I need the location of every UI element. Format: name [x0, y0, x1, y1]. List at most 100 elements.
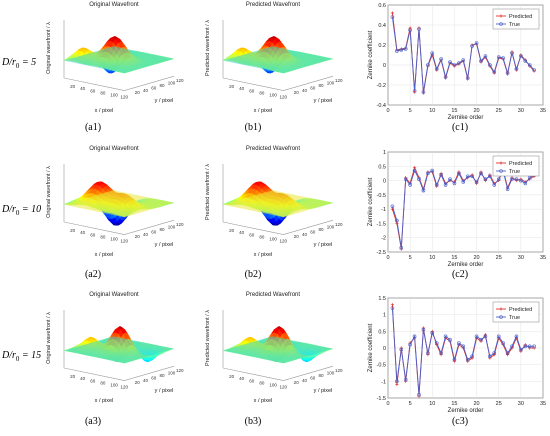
true-point	[439, 351, 443, 355]
legend-marker	[499, 161, 503, 165]
true-point	[403, 377, 408, 382]
x-tick-label: 0	[386, 108, 389, 114]
true-point	[434, 183, 439, 187]
y-axis-label: y / pixel	[155, 98, 174, 104]
x-tick-label: 20	[70, 84, 76, 89]
true-point	[496, 55, 501, 59]
y-tick-label: 60	[151, 375, 157, 380]
true-point	[390, 204, 395, 209]
x-axis-line	[222, 77, 284, 91]
true-point	[479, 59, 483, 63]
true-point	[448, 337, 452, 342]
true-point	[519, 54, 523, 58]
x-tick-label: 40	[80, 376, 86, 381]
y-axis-line	[283, 365, 334, 381]
subfig-label-b3: (b3)	[244, 416, 262, 427]
true-point	[479, 337, 483, 342]
y-tick-label: 60	[151, 229, 157, 234]
y-tick-label: 80	[319, 227, 325, 232]
x-tick-label: 60	[249, 232, 255, 237]
y-tick-label: 0	[383, 63, 386, 69]
reference-plane	[223, 190, 333, 218]
subfig-label-c1: (c1)	[451, 122, 469, 133]
subfig-label-c3: (c3)	[451, 416, 469, 427]
true-point	[452, 357, 457, 362]
true-point	[430, 168, 435, 173]
x-tick-label: 40	[239, 230, 245, 235]
true-point	[408, 342, 412, 347]
true-point	[412, 168, 417, 173]
y-tick-label: 100	[168, 81, 176, 86]
true-point	[457, 171, 461, 176]
true-point	[434, 341, 439, 345]
y-tick-label: -1.5	[377, 396, 386, 402]
true-point	[457, 61, 461, 65]
y-tick-label: -2.5	[377, 250, 386, 256]
true-point	[474, 180, 479, 184]
true-point	[426, 63, 430, 67]
x-axis-label: Zernike order	[448, 262, 484, 268]
y-axis-label: y / pixel	[314, 388, 333, 394]
true-point	[430, 51, 435, 55]
x-tick-label: 120	[121, 95, 129, 100]
true-point	[443, 75, 448, 79]
true-point	[417, 392, 421, 397]
surface-title: Original Wavefront	[89, 292, 139, 298]
x-tick-label: 40	[239, 86, 245, 91]
predicted-point	[390, 303, 395, 307]
true-point	[421, 90, 426, 94]
true-point	[510, 177, 514, 181]
true-point	[399, 347, 404, 352]
true-point	[403, 47, 408, 51]
true-point	[417, 177, 421, 181]
true-point	[395, 218, 399, 223]
x-tick-label: 80	[100, 90, 106, 95]
y-tick-label: 40	[143, 88, 149, 93]
x-tick-label: 5	[409, 401, 412, 407]
true-point	[488, 63, 492, 67]
x-tick-label: 10	[429, 401, 435, 407]
x-tick-label: 25	[496, 108, 502, 114]
reference-plane	[64, 336, 174, 364]
true-point	[532, 344, 536, 349]
true-point	[505, 187, 510, 191]
y-axis-label: y / pixel	[155, 388, 174, 394]
x-axis-label: x / pixel	[95, 252, 114, 258]
x-tick-label: 25	[496, 401, 502, 407]
surface-panel-0: Original Wavefront Original wavefront / λ…	[46, 2, 184, 114]
true-point	[492, 351, 497, 355]
x-tick-label: 120	[280, 239, 288, 244]
x-tick-label: 80	[100, 234, 106, 239]
y-tick-label: 60	[310, 85, 316, 90]
true-point	[426, 171, 430, 176]
true-point	[505, 351, 510, 355]
y-tick-label: 1	[383, 313, 386, 319]
subfig-label-a1: (a1)	[84, 122, 102, 133]
y-tick-label: 120	[335, 78, 343, 83]
x-tick-label: 60	[249, 378, 255, 383]
x-axis-label: x / pixel	[254, 108, 273, 114]
x-tick-label: 20	[474, 255, 480, 261]
true-point	[483, 54, 488, 58]
z-axis-label: Predicted wavefront / λ	[205, 20, 211, 76]
legend-marker	[499, 315, 503, 319]
legend-marker	[499, 169, 503, 173]
x-tick-label: 20	[229, 84, 235, 89]
x-tick-label: 15	[451, 255, 457, 261]
x-tick-label: 25	[496, 255, 502, 261]
y-axis-label: Zernike coefficient	[368, 323, 374, 372]
true-point	[501, 56, 505, 60]
true-point	[488, 174, 492, 179]
y-tick-label: -0.4	[377, 103, 386, 109]
y-tick-label: 1.5	[378, 296, 386, 302]
x-axis-label: Zernike order	[448, 115, 484, 121]
x-tick-label: 40	[239, 376, 245, 381]
y-tick-label: -1	[381, 207, 386, 213]
y-tick-label: 0.6	[378, 3, 386, 9]
y-tick-label: 20	[135, 234, 141, 239]
x-tick-label: 60	[90, 378, 96, 383]
true-point	[465, 174, 470, 179]
surface-title: Predicted Wavefront	[246, 292, 300, 298]
surface-panel-5: Predicted Wavefront Predicted wavefront /…	[205, 292, 343, 404]
